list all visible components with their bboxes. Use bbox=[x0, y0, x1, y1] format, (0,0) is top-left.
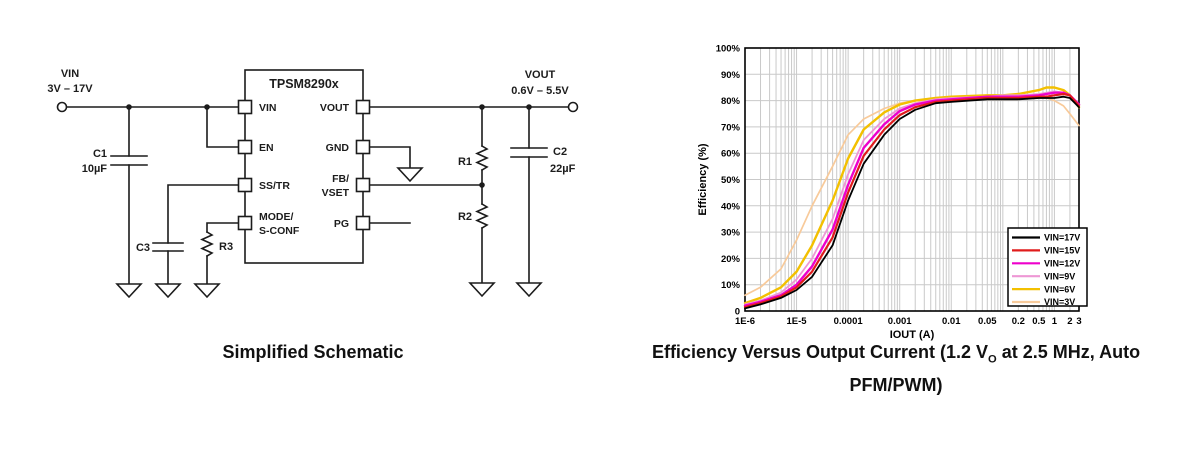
legend-label-VIN=9V: VIN=9V bbox=[1044, 271, 1075, 281]
legend-label-VIN=17V: VIN=17V bbox=[1044, 233, 1080, 243]
pin-label-mode-2: S-CONF bbox=[259, 225, 300, 237]
curve-VIN=15V bbox=[743, 92, 1081, 309]
resistor-r2-icon bbox=[475, 202, 489, 230]
x-tick-label: 0.001 bbox=[888, 316, 912, 327]
x-tick-label: 0.01 bbox=[942, 316, 961, 327]
vin-range: 3V – 17V bbox=[47, 83, 93, 95]
chart-caption-sub: O bbox=[988, 353, 997, 366]
pin-label-vin: VIN bbox=[259, 102, 277, 114]
x-tick-label: 0.05 bbox=[978, 316, 997, 327]
y-tick-label: 50% bbox=[721, 175, 741, 186]
chart-caption-post: at 2.5 MHz, Auto PFM/PWM) bbox=[849, 342, 1141, 395]
ic-title: TPSM8290x bbox=[269, 77, 339, 91]
x-tick-label: 0.5 bbox=[1032, 316, 1046, 327]
curve-VIN=12V bbox=[743, 91, 1081, 307]
y-tick-label: 20% bbox=[721, 254, 741, 265]
y-tick-label: 100% bbox=[716, 44, 741, 55]
c2-value: 22µF bbox=[550, 163, 576, 175]
ic-body bbox=[244, 69, 364, 264]
y-tick-label: 30% bbox=[721, 228, 741, 239]
x-tick-label: 0.0001 bbox=[834, 316, 864, 327]
x-tick-label: 1E-6 bbox=[735, 316, 755, 327]
y-axis-title: Efficiency (%) bbox=[697, 143, 709, 215]
ground-icons bbox=[115, 167, 543, 299]
resistor-r3-icon bbox=[200, 230, 214, 258]
curve-VIN=17V bbox=[744, 95, 1080, 310]
c3-label: C3 bbox=[136, 242, 150, 254]
vout-range: 0.6V – 5.5V bbox=[511, 85, 569, 97]
legend-box bbox=[1007, 227, 1088, 307]
y-tick-label: 60% bbox=[721, 149, 741, 160]
curve-VIN=9V bbox=[744, 90, 1080, 306]
junction-dots bbox=[126, 104, 532, 188]
y-tick-label: 90% bbox=[721, 70, 741, 81]
c1-label: C1 bbox=[93, 148, 107, 160]
y-tick-label: 70% bbox=[721, 122, 741, 133]
pin-label-pg: PG bbox=[334, 218, 349, 230]
x-tick-label: 3 bbox=[1076, 316, 1081, 327]
pin-label-fb-1: FB/ bbox=[332, 173, 349, 185]
ic-pins bbox=[237, 99, 371, 231]
y-tick-label: 10% bbox=[721, 280, 741, 291]
pin-label-mode-1: MODE/ bbox=[259, 211, 294, 223]
r1-label: R1 bbox=[458, 156, 472, 168]
output-terminal bbox=[567, 101, 579, 113]
efficiency-chart: 0 10% 20% 30% 40% 50% 60% 70% 80% 90% 100% 1E-6 1E-5… bbox=[697, 44, 1088, 341]
r3-label: R3 bbox=[219, 241, 233, 253]
capacitor-c3-icon bbox=[152, 242, 184, 252]
x-axis-title: IOUT (A) bbox=[890, 329, 935, 341]
legend-label-VIN=12V: VIN=12V bbox=[1044, 259, 1080, 269]
pin-label-en: EN bbox=[259, 142, 274, 154]
y-tick-label: 40% bbox=[721, 201, 741, 212]
pin-label-fb-2: VSET bbox=[322, 187, 350, 199]
schematic-figure: VIN 3V – 17V VOUT 0.6V – 5.5V TPSM8290x … bbox=[47, 68, 579, 299]
pin-label-vout: VOUT bbox=[320, 102, 350, 114]
capacitor-c2-icon bbox=[510, 147, 548, 158]
pin-label-sstr: SS/TR bbox=[259, 180, 290, 192]
c1-value: 10µF bbox=[82, 163, 108, 175]
vout-label: VOUT bbox=[525, 69, 556, 81]
x-tick-label: 1E-5 bbox=[787, 316, 808, 327]
input-terminal bbox=[56, 101, 68, 113]
resistor-r1-icon bbox=[475, 144, 489, 172]
r2-label: R2 bbox=[458, 211, 472, 223]
x-tick-label: 2 bbox=[1067, 316, 1072, 327]
curve-VIN=6V bbox=[743, 86, 1081, 305]
legend-label-VIN=6V: VIN=6V bbox=[1044, 284, 1075, 294]
pin-label-gnd: GND bbox=[326, 142, 350, 154]
c2-label: C2 bbox=[553, 146, 567, 158]
y-tick-label: 0 bbox=[735, 307, 740, 318]
chart-caption-pre: Efficiency Versus Output Current (1.2 V bbox=[651, 342, 989, 362]
capacitor-c1-icon bbox=[110, 155, 148, 166]
x-tick-label: 1 bbox=[1052, 316, 1058, 327]
x-tick-label: 0.2 bbox=[1012, 316, 1025, 327]
legend-label-VIN=3V: VIN=3V bbox=[1044, 297, 1075, 307]
legend-label-VIN=15V: VIN=15V bbox=[1044, 246, 1080, 256]
plot-border bbox=[744, 47, 1080, 312]
chart-caption: Efficiency Versus Output Current (1.2 VO… bbox=[646, 340, 1146, 398]
y-tick-label: 80% bbox=[721, 96, 741, 107]
vin-label: VIN bbox=[61, 68, 79, 80]
schematic-caption: Simplified Schematic bbox=[222, 342, 404, 362]
